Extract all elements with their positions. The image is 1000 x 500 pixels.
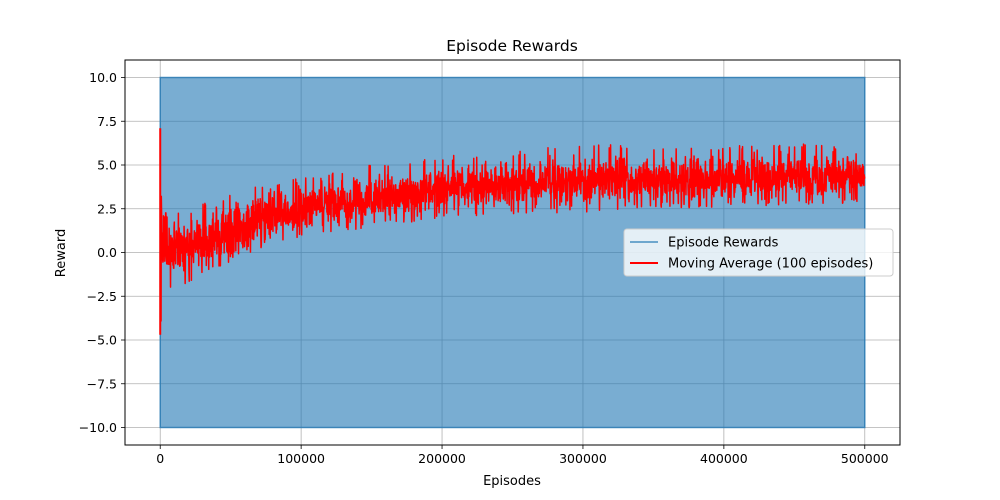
x-axis: 0 100000 200000 300000 400000 500000 — [156, 445, 889, 466]
x-tick-label: 300000 — [559, 451, 607, 466]
x-tick-label: 0 — [156, 451, 164, 466]
moving-average-series — [159, 128, 866, 335]
y-tick-label: −5.0 — [87, 333, 117, 348]
x-tick-label: 100000 — [277, 451, 325, 466]
y-axis: −10.0 −7.5 −5.0 −2.5 0.0 2.5 5.0 7.5 10.0 — [79, 70, 125, 435]
legend-label-moving-average: Moving Average (100 episodes) — [668, 257, 873, 272]
moving-average-line — [159, 143, 866, 322]
y-axis-label: Reward — [54, 229, 69, 277]
y-tick-label: −2.5 — [87, 289, 117, 304]
y-tick-label: 10.0 — [89, 70, 117, 85]
legend: Episode Rewards Moving Average (100 epis… — [623, 228, 894, 277]
y-tick-label: 7.5 — [97, 114, 117, 129]
x-tick-label: 400000 — [700, 451, 748, 466]
y-tick-label: 2.5 — [97, 201, 117, 216]
x-axis-label: Episodes — [483, 474, 541, 489]
x-tick-label: 500000 — [841, 451, 889, 466]
legend-label-episode-rewards: Episode Rewards — [668, 236, 779, 251]
x-tick-label: 200000 — [418, 451, 466, 466]
y-tick-label: 5.0 — [97, 158, 117, 173]
chart-title: Episode Rewards — [446, 37, 578, 55]
y-tick-label: 0.0 — [97, 245, 117, 260]
legend-box — [623, 228, 894, 277]
y-tick-label: −10.0 — [79, 420, 117, 435]
y-tick-label: −7.5 — [87, 376, 117, 391]
